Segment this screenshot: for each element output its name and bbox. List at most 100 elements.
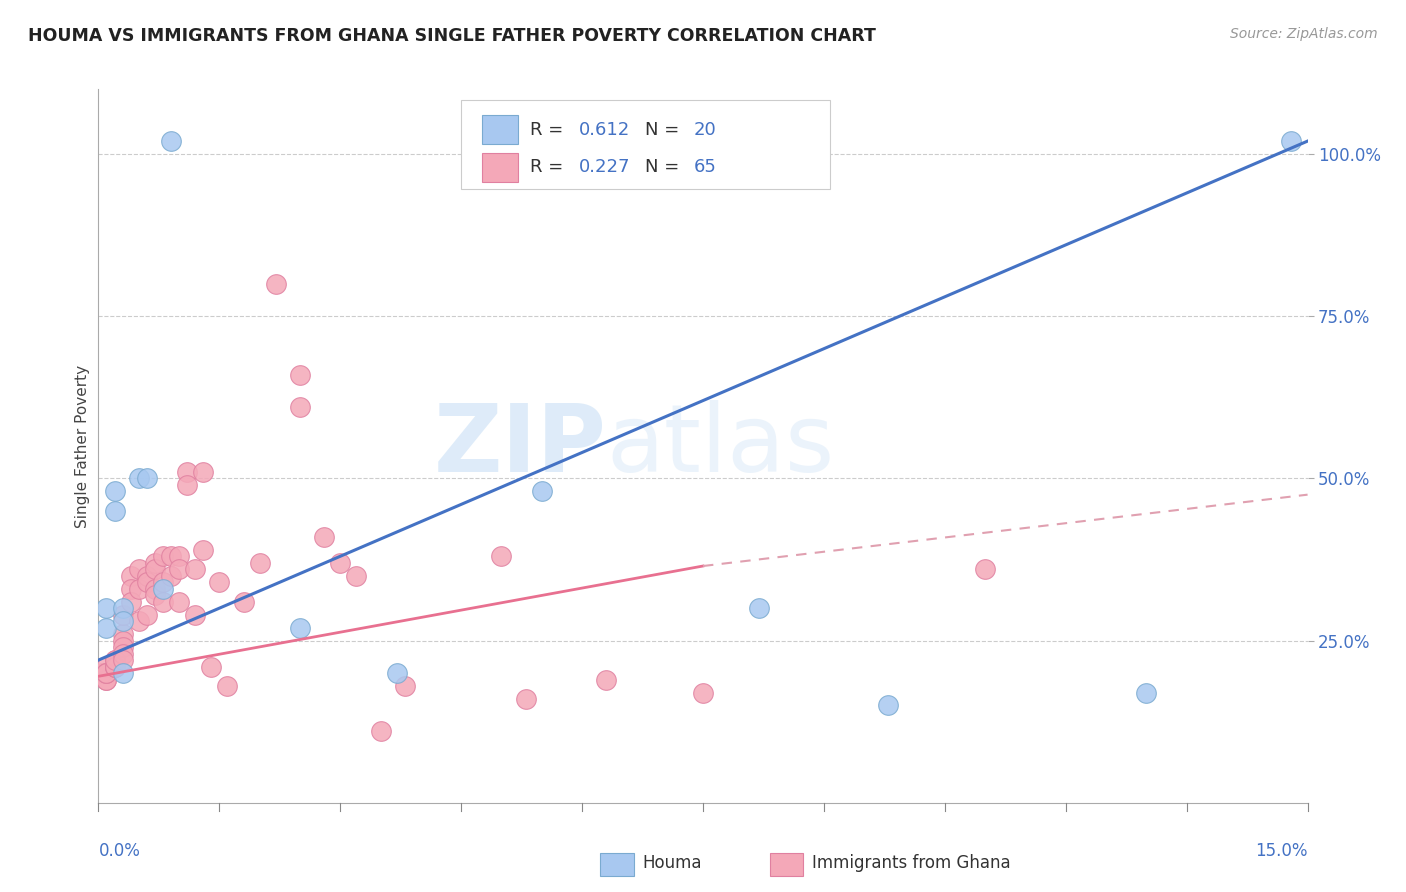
Point <box>135 568 157 582</box>
Point <box>96 659 118 673</box>
Point <box>103 659 125 673</box>
Point <box>491 549 513 564</box>
Point <box>111 653 134 667</box>
Point <box>974 562 997 576</box>
Point <box>128 582 150 596</box>
Point <box>217 679 239 693</box>
Point <box>329 556 352 570</box>
Point <box>152 575 174 590</box>
Text: R =: R = <box>530 159 569 177</box>
Point <box>249 556 271 570</box>
Point <box>111 647 134 661</box>
Point <box>96 666 118 681</box>
Point <box>232 595 254 609</box>
Point <box>385 666 408 681</box>
Point <box>152 549 174 564</box>
Text: 0.0%: 0.0% <box>98 842 141 860</box>
Point <box>595 673 617 687</box>
Point <box>143 588 166 602</box>
Y-axis label: Single Father Poverty: Single Father Poverty <box>75 365 90 527</box>
Point <box>103 504 125 518</box>
Point <box>135 575 157 590</box>
Point <box>160 549 183 564</box>
Point <box>877 698 900 713</box>
Point <box>1135 685 1157 699</box>
Text: atlas: atlas <box>606 400 835 492</box>
Point <box>692 685 714 699</box>
Text: R =: R = <box>530 120 569 139</box>
Text: N =: N = <box>645 159 685 177</box>
Point <box>143 582 166 596</box>
Point <box>200 659 222 673</box>
Text: ZIP: ZIP <box>433 400 606 492</box>
Point <box>176 465 198 479</box>
Text: HOUMA VS IMMIGRANTS FROM GHANA SINGLE FATHER POVERTY CORRELATION CHART: HOUMA VS IMMIGRANTS FROM GHANA SINGLE FA… <box>28 27 876 45</box>
Point <box>208 575 231 590</box>
Point <box>193 465 215 479</box>
Point <box>515 692 537 706</box>
Text: 20: 20 <box>693 120 716 139</box>
Point <box>111 601 134 615</box>
Point <box>96 673 118 687</box>
Point <box>120 582 142 596</box>
Point <box>288 368 311 382</box>
Text: 0.227: 0.227 <box>578 159 630 177</box>
Point <box>152 582 174 596</box>
Point <box>1281 134 1303 148</box>
Point <box>103 653 125 667</box>
Point <box>184 562 207 576</box>
FancyBboxPatch shape <box>482 115 517 144</box>
Point <box>530 484 553 499</box>
Point <box>135 471 157 485</box>
FancyBboxPatch shape <box>461 100 830 189</box>
Point <box>103 653 125 667</box>
Point <box>152 595 174 609</box>
Text: 65: 65 <box>693 159 716 177</box>
Point <box>288 400 311 414</box>
Text: 0.612: 0.612 <box>578 120 630 139</box>
Point <box>128 614 150 628</box>
Point <box>96 673 118 687</box>
Text: N =: N = <box>645 120 685 139</box>
FancyBboxPatch shape <box>482 153 517 182</box>
Point <box>128 562 150 576</box>
Point <box>264 277 287 291</box>
Point <box>128 471 150 485</box>
Point <box>143 562 166 576</box>
Point <box>167 549 190 564</box>
Point <box>748 601 770 615</box>
Point <box>193 542 215 557</box>
Point <box>160 134 183 148</box>
FancyBboxPatch shape <box>600 854 634 876</box>
Point <box>184 607 207 622</box>
Point <box>91 666 114 681</box>
Point <box>135 607 157 622</box>
Point <box>96 601 118 615</box>
Point <box>111 666 134 681</box>
Point <box>120 595 142 609</box>
Point <box>288 621 311 635</box>
Point <box>96 666 118 681</box>
Point <box>96 621 118 635</box>
Point <box>120 568 142 582</box>
Point <box>167 595 190 609</box>
Point <box>314 530 336 544</box>
Text: Immigrants from Ghana: Immigrants from Ghana <box>811 855 1011 872</box>
Point <box>160 568 183 582</box>
Text: Houma: Houma <box>643 855 702 872</box>
Point <box>143 556 166 570</box>
Point <box>111 633 134 648</box>
Point <box>111 627 134 641</box>
Point <box>103 659 125 673</box>
Point <box>344 568 367 582</box>
Point <box>111 607 134 622</box>
FancyBboxPatch shape <box>769 854 803 876</box>
Text: Source: ZipAtlas.com: Source: ZipAtlas.com <box>1230 27 1378 41</box>
Point <box>96 666 118 681</box>
Point <box>176 478 198 492</box>
Point <box>103 659 125 673</box>
Point <box>111 640 134 654</box>
Point <box>394 679 416 693</box>
Point <box>370 724 392 739</box>
Point <box>111 614 134 628</box>
